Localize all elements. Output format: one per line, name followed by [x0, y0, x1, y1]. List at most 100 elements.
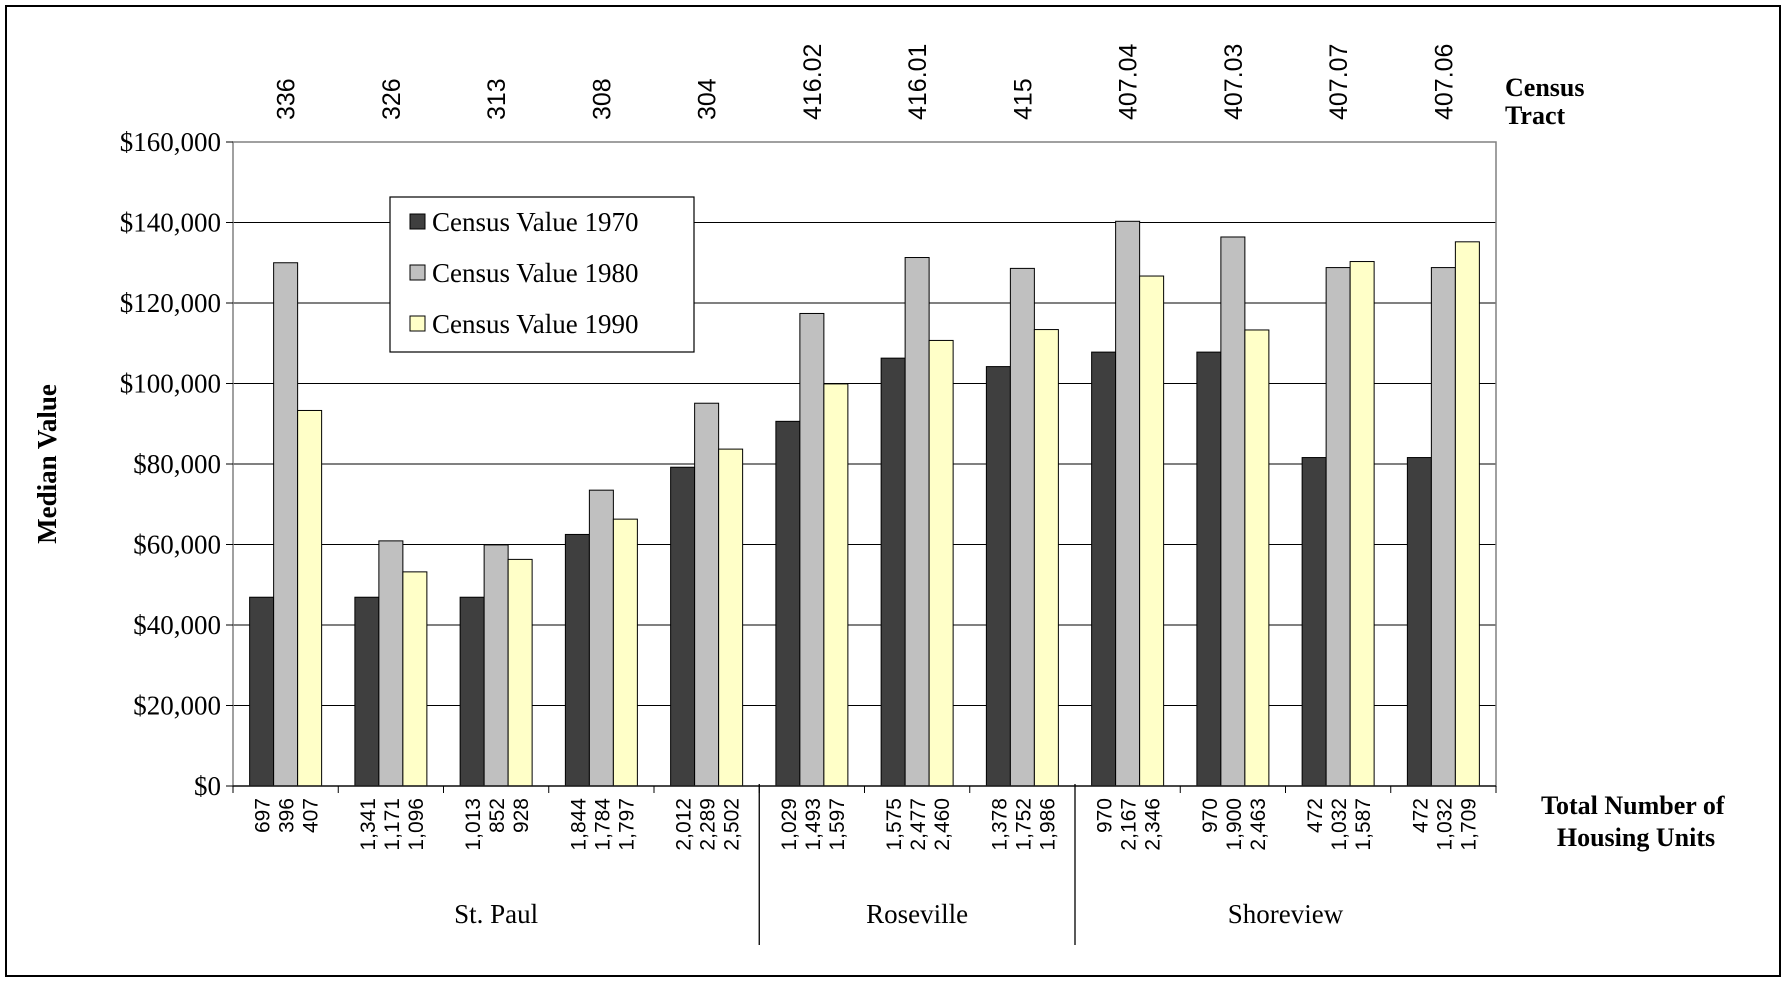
housing-units-label: 1,341: [357, 798, 380, 851]
bar-census-value-1970-tract-416.01: [880, 357, 906, 787]
y-tick-label: $60,000: [133, 530, 221, 560]
bottom-axis-title-line1: Total Number of: [1541, 791, 1725, 820]
group-label: Shoreview: [1228, 899, 1344, 929]
bottom-axis-title: Total Number of Housing Units: [1541, 791, 1731, 852]
tract-label: 415: [1009, 78, 1037, 120]
group-label: St. Paul: [454, 899, 538, 929]
bar-census-value-1990-tract-313: [507, 558, 533, 787]
tract-label: 416.01: [904, 44, 932, 120]
bar-census-value-1980-tract-416.01: [904, 257, 930, 787]
legend-swatch-1980: [409, 264, 426, 281]
housing-units-label: 1,493: [802, 798, 825, 851]
census-tract-labels: 336 326 313 308 304 416.02 416.01 415 407.04 407.…: [273, 43, 1459, 120]
tract-label: 313: [483, 78, 511, 120]
housing-units-label: 1,096: [405, 798, 428, 851]
bar-census-value-1980-tract-336: [273, 262, 299, 787]
bar-census-value-1990-tract-416.02: [823, 383, 849, 787]
group-label: Roseville: [866, 899, 968, 929]
housing-units-label: 697: [252, 798, 275, 833]
housing-units-label: 396: [276, 798, 299, 833]
tract-label: 407.04: [1115, 43, 1143, 120]
axes: $0 $20,000 $40,000 $60,000 $80,000 $100,000 $1…: [120, 127, 1497, 801]
bar-census-value-1970-tract-313: [459, 596, 485, 787]
housing-units-label: 2,012: [673, 798, 696, 851]
bar-census-value-1990-tract-308: [612, 518, 638, 787]
y-tick-label: $40,000: [133, 610, 221, 640]
bar-census-value-1980-tract-407.06: [1430, 267, 1456, 787]
bars: [249, 220, 1480, 787]
bar-census-value-1970-tract-407.07: [1301, 457, 1327, 787]
top-axis-title-line1: Census: [1505, 73, 1584, 102]
bottom-axis-title-line2: Housing Units: [1557, 823, 1715, 852]
housing-units-label: 970: [1199, 798, 1222, 833]
housing-units-label: 1,032: [1328, 798, 1351, 851]
legend-swatch-1970: [409, 213, 426, 230]
housing-units-label: 1,797: [615, 798, 638, 851]
y-tick-label: $120,000: [120, 288, 221, 318]
bar-census-value-1970-tract-326: [354, 596, 380, 787]
housing-units-label: 970: [1094, 798, 1117, 833]
bar-census-value-1980-tract-407.04: [1115, 220, 1141, 787]
bar-census-value-1990-tract-415: [1033, 329, 1059, 787]
housing-unit-labels: 697 396 407 1,341 1,171 1,096 1,013 852 928 1,844…: [252, 798, 1481, 851]
tract-label: 304: [694, 78, 722, 120]
housing-units-label: 1,032: [1433, 798, 1456, 851]
bar-census-value-1990-tract-304: [718, 448, 744, 787]
municipality-groups: St. Paul Roseville Shoreview: [454, 784, 1344, 945]
bar-census-value-1970-tract-407.03: [1196, 351, 1222, 787]
bar-census-value-1980-tract-407.07: [1325, 267, 1351, 787]
tract-label: 407.07: [1325, 44, 1353, 120]
bar-census-value-1980-tract-326: [378, 540, 404, 787]
legend: Census Value 1970 Census Value 1980 Cens…: [389, 196, 695, 353]
bar-census-value-1970-tract-304: [670, 466, 696, 787]
bar-census-value-1990-tract-416.01: [928, 339, 954, 787]
housing-units-label: 1,784: [591, 798, 614, 851]
bar-census-value-1970-tract-407.06: [1406, 457, 1432, 787]
bar-census-value-1980-tract-407.03: [1220, 236, 1246, 787]
housing-units-label: 1,900: [1223, 798, 1246, 851]
legend-box: [389, 196, 695, 353]
bar-census-value-1970-tract-415: [985, 366, 1011, 787]
housing-units-label: 1,709: [1457, 798, 1480, 851]
housing-units-label: 1,171: [381, 798, 404, 851]
housing-units-label: 2,502: [721, 798, 744, 851]
y-tick-label: $140,000: [120, 208, 221, 238]
housing-units-label: 1,986: [1036, 798, 1059, 851]
bar-census-value-1990-tract-336: [297, 409, 323, 787]
y-tick-label: $20,000: [133, 691, 221, 721]
tract-label: 407.06: [1430, 44, 1458, 120]
y-tick-label: $80,000: [133, 449, 221, 479]
housing-units-label: 407: [300, 798, 323, 833]
housing-units-label: 2,289: [697, 798, 720, 851]
housing-units-label: 1,597: [826, 798, 849, 851]
bar-census-value-1990-tract-407.07: [1349, 261, 1375, 787]
legend-label-1980: Census Value 1980: [432, 258, 639, 288]
y-tick-label: $160,000: [120, 127, 221, 157]
bar-census-value-1990-tract-407.06: [1454, 241, 1480, 787]
tract-label: 308: [588, 78, 616, 120]
housing-units-label: 1,029: [778, 798, 801, 851]
housing-units-label: 852: [486, 798, 509, 833]
bar-census-value-1980-tract-308: [588, 489, 614, 787]
housing-units-label: 1,378: [988, 798, 1011, 851]
housing-units-label: 472: [1304, 798, 1327, 833]
bar-census-value-1990-tract-407.04: [1139, 275, 1165, 787]
bar-census-value-1990-tract-407.03: [1244, 329, 1270, 787]
y-tick-label: $100,000: [120, 369, 221, 399]
bar-census-value-1980-tract-304: [694, 402, 720, 787]
housing-units-label: 1,587: [1352, 798, 1375, 851]
tract-label: 407.03: [1220, 44, 1248, 120]
bar-census-value-1990-tract-326: [402, 571, 428, 787]
top-axis-title-line2: Tract: [1505, 101, 1565, 130]
housing-units-label: 2,460: [931, 798, 954, 851]
housing-units-label: 928: [510, 798, 533, 833]
bar-census-value-1980-tract-415: [1009, 267, 1035, 787]
bar-census-value-1980-tract-313: [483, 544, 509, 787]
housing-units-label: 1,752: [1012, 798, 1035, 851]
legend-label-1970: Census Value 1970: [432, 207, 639, 237]
housing-units-label: 1,013: [462, 798, 485, 851]
housing-units-label: 2,167: [1118, 798, 1141, 851]
housing-units-label: 1,575: [883, 798, 906, 851]
tract-label: 416.02: [799, 44, 827, 120]
